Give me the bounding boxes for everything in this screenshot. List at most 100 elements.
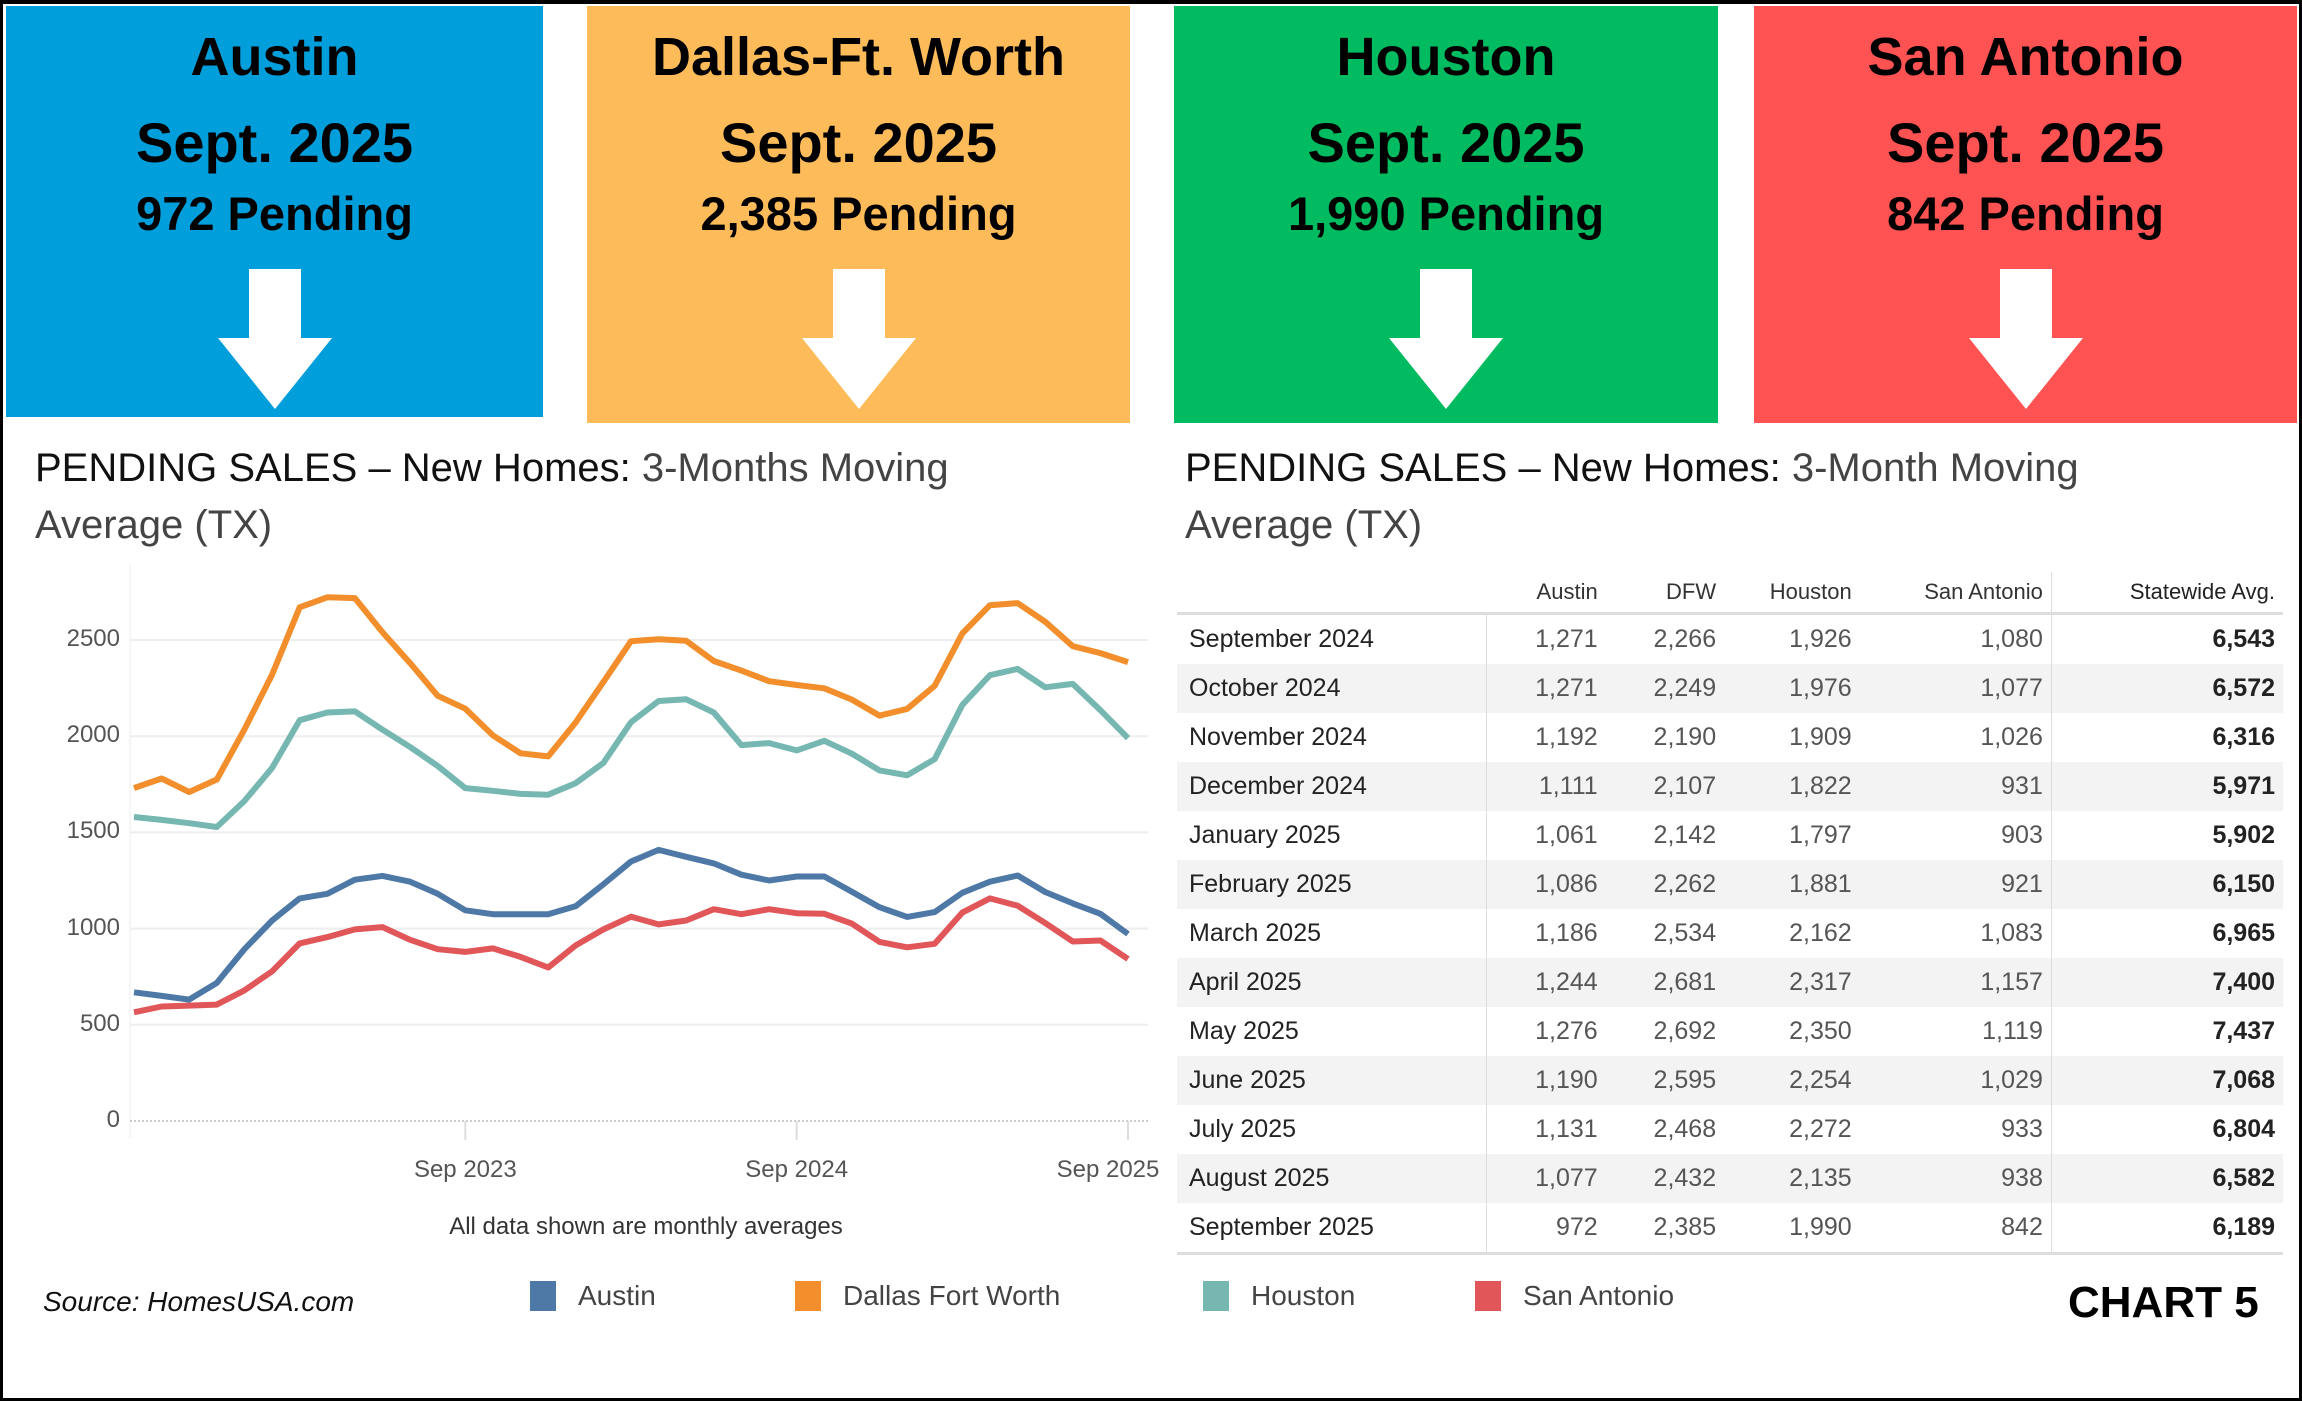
y-tick-label: 2500	[66, 625, 120, 652]
table-row: June 2025 1,190 2,595 2,254 1,029 7,068	[1177, 1056, 2283, 1105]
y-tick-label: 0	[106, 1106, 120, 1133]
table-cell: 2,534	[1653, 919, 1717, 947]
y-tick-label: 500	[79, 1009, 120, 1037]
table-cell: 1,271	[1535, 625, 1598, 653]
table-cell: 2,190	[1653, 723, 1717, 751]
table-cell: 1,157	[1859, 958, 2052, 1007]
column-header: DFW	[1605, 572, 1725, 615]
legend-label: San Antonio	[1523, 1280, 1675, 1311]
column-header: San Antonio	[1859, 572, 2052, 615]
y-tick-label: 2000	[66, 721, 120, 749]
table-cell: 5,902	[2050, 811, 2283, 860]
table-cell: 1,029	[1859, 1056, 2052, 1105]
legend-swatch	[795, 1281, 821, 1311]
box-pending: 842 Pending	[1887, 187, 2164, 240]
box-pending: 972 Pending	[136, 187, 413, 240]
table-row: August 2025 1,077 2,432 2,135 938 6,582	[1177, 1154, 2283, 1203]
table-row: September 2024 1,271 2,266 1,926 1,080 6,543	[1177, 613, 2283, 664]
table-row: January 2025 1,061 2,142 1,797 903 5,902	[1177, 811, 2283, 860]
box-pending: 1,990 Pending	[1287, 187, 1605, 240]
table-row: October 2024 1,271 2,249 1,976 1,077 6,572	[1177, 664, 2283, 713]
market-box-0: Austin Sept. 2025 972 Pending	[6, 6, 543, 417]
table-cell: 1,797	[1789, 821, 1852, 849]
table-cell: 2,595	[1605, 1056, 1725, 1105]
legend-item: Dallas Fort Worth	[795, 1280, 1060, 1312]
table-cell: 2,249	[1605, 664, 1725, 713]
box-month: Sept. 2025	[1886, 111, 2165, 174]
table-row: December 2024 1,111 2,107 1,822 931 5,971	[1177, 762, 2283, 811]
down-arrow-icon	[1968, 269, 2083, 409]
table-title: PENDING SALES – New Homes: 3-Month Movin…	[1185, 440, 2079, 554]
row-label: December 2024	[1177, 762, 1488, 811]
table-cell: 2,681	[1605, 958, 1725, 1007]
row-label: November 2024	[1177, 713, 1488, 762]
table-cell: 1,909	[1789, 723, 1852, 751]
table-cell: 2,385	[1605, 1203, 1725, 1255]
title-part: 3-Months Moving	[641, 446, 949, 490]
table-cell: 2,162	[1789, 919, 1852, 947]
box-city: Houston	[1336, 27, 1556, 87]
box-month: Sept. 2025	[719, 111, 998, 174]
title-part: PENDING SALES – New Homes:	[35, 446, 642, 490]
table-cell: 1,061	[1535, 821, 1598, 849]
table-cell: 6,189	[2050, 1203, 2283, 1255]
table-cell: 1,083	[1980, 919, 2043, 947]
title-part: Average (TX)	[35, 503, 273, 547]
down-arrow-icon	[801, 269, 916, 409]
box-city: Dallas-Ft. Worth	[651, 27, 1065, 87]
table-cell: 931	[1859, 762, 2052, 811]
table-cell: 1,976	[1724, 664, 1860, 713]
table-row: September 2025 972 2,385 1,990 842 6,189	[1177, 1203, 2283, 1255]
box-city: Austin	[190, 27, 359, 87]
row-label: September 2025	[1177, 1203, 1488, 1255]
table-cell: 1,990	[1724, 1203, 1860, 1255]
box-month: Sept. 2025	[1307, 111, 1585, 174]
table-cell: 2,107	[1605, 762, 1725, 811]
table-cell: 903	[2001, 821, 2043, 849]
row-label: January 2025	[1177, 811, 1488, 860]
box-city: San Antonio	[1867, 27, 2184, 87]
x-tick-label: Sep 2024	[745, 1156, 849, 1183]
title-part: PENDING SALES – New Homes:	[1185, 446, 1792, 490]
y-tick-label: 1500	[66, 817, 120, 845]
table-cell: 7,437	[2050, 1007, 2283, 1056]
legend-swatch	[1203, 1281, 1229, 1311]
table-row: April 2025 1,244 2,681 2,317 1,157 7,400	[1177, 958, 2283, 1007]
table-row: May 2025 1,276 2,692 2,350 1,119 7,437	[1177, 1007, 2283, 1056]
table-cell: 2,254	[1724, 1056, 1860, 1105]
table-cell: 2,272	[1789, 1115, 1852, 1143]
table-cell: 1,080	[1980, 625, 2043, 653]
y-tick-label: 1000	[66, 913, 120, 941]
legend-swatch	[530, 1281, 556, 1311]
table-cell: 1,192	[1535, 723, 1598, 751]
column-header: Austin	[1486, 572, 1606, 615]
table-cell: 2,692	[1653, 1017, 1717, 1045]
row-label: June 2025	[1177, 1056, 1488, 1105]
table-cell: 2,317	[1724, 958, 1860, 1007]
table-cell: 2,142	[1653, 821, 1717, 849]
table-cell: 6,150	[2050, 860, 2283, 909]
down-arrow-icon	[1389, 269, 1503, 409]
table-cell: 933	[2001, 1115, 2043, 1143]
legend-label: Houston	[1251, 1280, 1356, 1311]
table-cell: 1,026	[1980, 723, 2043, 751]
chart-label: CHART 5	[2068, 1278, 2259, 1327]
table-cell: 6,582	[2050, 1154, 2283, 1203]
table-cell: 6,572	[2050, 664, 2283, 713]
table-row: March 2025 1,186 2,534 2,162 1,083 6,965	[1177, 909, 2283, 958]
box-pending: 2,385 Pending	[700, 187, 1017, 240]
table-cell: 5,971	[2050, 762, 2283, 811]
legend-item: San Antonio	[1475, 1280, 1674, 1312]
table-cell: 7,068	[2050, 1056, 2283, 1105]
table-cell: 2,266	[1653, 625, 1717, 653]
table-cell: 1,086	[1486, 860, 1606, 909]
table-cell: 1,119	[1982, 1017, 2043, 1045]
source-text: Source: HomesUSA.com	[43, 1286, 355, 1317]
legend-label: Austin	[578, 1280, 656, 1311]
column-header	[1177, 572, 1487, 615]
column-header: Statewide Avg.	[2050, 572, 2283, 615]
table-row: February 2025 1,086 2,262 1,881 921 6,150	[1177, 860, 2283, 909]
table-cell: 1,881	[1724, 860, 1860, 909]
table-cell: 972	[1486, 1203, 1606, 1255]
table-row: July 2025 1,131 2,468 2,272 933 6,804	[1177, 1105, 2283, 1154]
